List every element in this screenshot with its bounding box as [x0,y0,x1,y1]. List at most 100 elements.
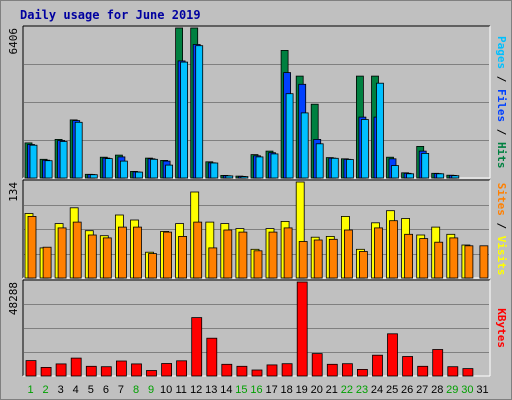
pages-bar [180,61,189,179]
kbytes-bar [432,349,444,377]
legend-bottom: KBytes [495,308,508,348]
pages-bar [255,156,264,179]
kbytes-bar [296,281,308,377]
sites-bar [358,251,368,279]
x-tick-label: 28 [431,384,443,396]
sites-bar [223,229,233,279]
x-tick-label: 18 [280,384,292,396]
legend-entry: KBytes [495,308,508,348]
sites-bar [313,239,323,279]
chart-title: Daily usage for June 2019 [20,8,201,22]
pages-bar [391,165,399,179]
x-tick-label: 14 [220,384,232,396]
kbytes-bar [372,354,383,377]
pages-bar [120,160,128,179]
x-tick-label: 13 [205,384,217,396]
pages-bar [285,93,294,179]
legend-entry: Sites [495,183,508,216]
sites-bar [27,215,37,279]
kbytes-bar [251,369,263,377]
kbytes-bar [447,366,459,377]
legend-entry: Pages [495,36,508,69]
kbytes-bar [70,357,82,377]
x-tick-label: 24 [371,384,383,396]
x-tick-label: 19 [296,384,308,396]
legend-middle: Sites / Visits [495,183,508,276]
pages-bar [240,176,249,179]
x-tick-label: 12 [190,384,202,396]
pages-bar [89,174,98,179]
sites-bar [42,246,52,279]
pages-bar [330,157,339,179]
pages-bar [300,112,309,179]
kbytes-bar [146,370,157,377]
kbytes-bar [221,363,233,377]
sites-bar [238,231,248,279]
sites-bar [283,227,293,279]
y-max-label: 48288 [7,282,20,315]
sites-bar [419,238,429,279]
legend-entry: / [495,69,508,89]
x-tick-label: 29 [446,384,458,396]
pages-bar [270,153,279,179]
x-tick-label: 4 [73,384,79,396]
pages-bar [135,171,143,179]
kbytes-bar [266,364,278,377]
x-tick-label: 21 [326,384,338,396]
pages-bar [451,175,460,179]
x-tick-label: 26 [401,384,413,396]
legend-entry: Files [495,89,508,122]
legend-entry: / [495,122,508,142]
sites-bar [479,245,489,279]
kbytes-bar [176,360,188,377]
pages-bar [104,158,113,179]
x-tick-label: 5 [88,384,94,396]
kbytes-bar [462,368,474,377]
x-tick-label: 6 [103,384,109,396]
x-tick-label: 3 [58,384,64,396]
x-tick-label: 11 [175,384,186,396]
sites-bar [193,221,203,279]
x-tick-label: 17 [265,384,277,396]
x-tick-label: 9 [148,384,154,396]
y-max-label: 6406 [7,28,20,55]
kbytes-bar [25,360,37,377]
kbytes-bar [191,317,203,377]
x-tick-label: 22 [341,384,353,396]
kbytes-bar [417,365,429,377]
legend-entry: / [495,216,508,236]
x-tick-label: 30 [461,384,473,396]
kbytes-bar [281,363,293,377]
sites-bar [208,247,218,279]
sites-bar [464,245,474,279]
kbytes-bar [161,363,173,377]
legend-entry: Hits [495,142,508,169]
x-tick-label: 10 [160,384,172,396]
kbytes-bar [206,337,218,377]
x-tick-label: 2 [43,384,49,396]
kbytes-bar [131,363,142,377]
x-tick-label: 8 [133,384,139,396]
pages-bar [150,158,158,179]
sites-bar [163,231,173,279]
x-tick-label: 31 [476,384,488,396]
sites-bar [118,226,127,279]
x-tick-label: 25 [386,384,398,396]
pages-bar [360,119,369,179]
sites-bar [434,241,444,279]
pages-bar [436,173,445,179]
sites-bar [328,238,338,279]
sites-bar [298,241,308,279]
kbytes-bar [402,356,414,377]
pages-bar [74,121,83,179]
pages-bar [44,160,53,179]
sites-bar [148,253,157,279]
kbytes-bar [55,363,67,377]
pages-bar [195,45,204,179]
sites-bar [404,233,414,279]
x-tick-label: 20 [311,384,323,396]
kbytes-bar [341,363,353,377]
sites-bar [133,226,142,279]
pages-bar [421,152,430,179]
